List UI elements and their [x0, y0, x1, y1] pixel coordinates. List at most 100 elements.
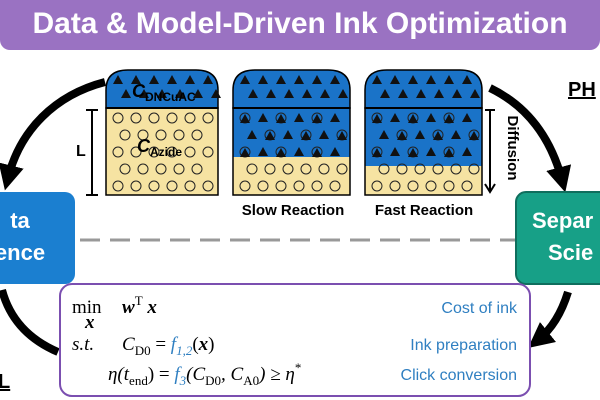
expression-part: C [122, 334, 135, 355]
particle [112, 146, 124, 158]
diffusion-label: Diffusion [504, 116, 521, 181]
triangle [258, 147, 268, 156]
triangle [408, 148, 418, 157]
particle [184, 112, 196, 124]
title: Data & Model-Driven Ink Optimization [32, 7, 567, 40]
triangle [276, 114, 286, 123]
cycle-arrow [0, 288, 60, 356]
triangle [284, 89, 294, 98]
particle [336, 163, 348, 175]
right-box [515, 191, 600, 285]
particle [155, 129, 167, 141]
triangle [211, 89, 221, 98]
triangle [451, 130, 461, 139]
particle [443, 180, 455, 192]
expression-part: T [135, 293, 143, 308]
expression-part: x [143, 297, 158, 318]
symbol: C [132, 81, 146, 101]
operator: s.t. [72, 334, 94, 355]
particle [282, 163, 294, 175]
particle [130, 146, 142, 158]
operator-under: x [84, 312, 95, 333]
optimization-box [59, 283, 531, 397]
triangle [113, 75, 123, 84]
particle [191, 163, 203, 175]
triangle [330, 113, 340, 122]
particle [468, 163, 480, 175]
expression-part: (C [186, 364, 205, 385]
particle [432, 163, 444, 175]
triangle [283, 130, 293, 139]
particle [264, 163, 276, 175]
particle [173, 129, 185, 141]
triangle [398, 89, 408, 98]
particle [371, 180, 383, 192]
subscript: DNCuAC [145, 90, 196, 104]
particle [275, 180, 287, 192]
expression-part: η(t [108, 364, 130, 385]
container-yellow [365, 166, 482, 195]
particle [166, 180, 178, 192]
particle [202, 146, 214, 158]
particle [425, 180, 437, 192]
triangle [266, 89, 276, 98]
triangle [240, 75, 250, 84]
triangle [469, 131, 479, 140]
triangle [276, 75, 286, 84]
triangle [372, 75, 382, 84]
expression-part: end [129, 373, 148, 388]
triangle [415, 130, 425, 139]
expression: wT x [122, 293, 157, 318]
caption: Fast Reaction [375, 202, 473, 219]
triangle [157, 89, 167, 98]
triangle [294, 147, 304, 156]
particle [202, 112, 214, 124]
particle [407, 180, 419, 192]
triangle [416, 89, 426, 98]
triangle [462, 75, 472, 84]
cycle-arrow [0, 78, 107, 191]
right-box-text: Scie [548, 240, 593, 265]
container [364, 69, 483, 196]
expression-part: f [174, 364, 182, 385]
triangle [320, 89, 330, 98]
particle [112, 112, 124, 124]
particle [378, 163, 390, 175]
triangle [462, 113, 472, 122]
particle [119, 163, 131, 175]
triangle [139, 89, 149, 98]
left-heading: L [0, 371, 10, 393]
particle [148, 146, 160, 158]
symbol: C [137, 136, 151, 156]
expression-part: f [171, 334, 179, 355]
triangle [330, 147, 340, 156]
container [105, 69, 221, 196]
expression-part: = [151, 334, 171, 355]
triangle [426, 113, 436, 122]
container-cap [232, 69, 351, 109]
particle [155, 163, 167, 175]
expression: η(tend) = f3(CD0, CA0) ≥ η* [108, 360, 301, 388]
triangle [470, 89, 480, 98]
triangle [247, 130, 257, 139]
expression-part: ) = [148, 364, 175, 385]
triangle [302, 89, 312, 98]
expression-part: , C [221, 364, 244, 385]
triangle [203, 75, 213, 84]
particle [130, 180, 142, 192]
triangle [319, 130, 329, 139]
top-label: CDNCuAC [132, 81, 196, 104]
particle [414, 163, 426, 175]
particle [148, 112, 160, 124]
triangle [408, 114, 418, 123]
particle [311, 180, 323, 192]
particle [318, 163, 330, 175]
triangle [301, 131, 311, 140]
triangle [390, 75, 400, 84]
triangle [338, 89, 348, 98]
triangle [294, 113, 304, 122]
expression-part: 3 [179, 373, 187, 388]
triangle [433, 131, 443, 140]
